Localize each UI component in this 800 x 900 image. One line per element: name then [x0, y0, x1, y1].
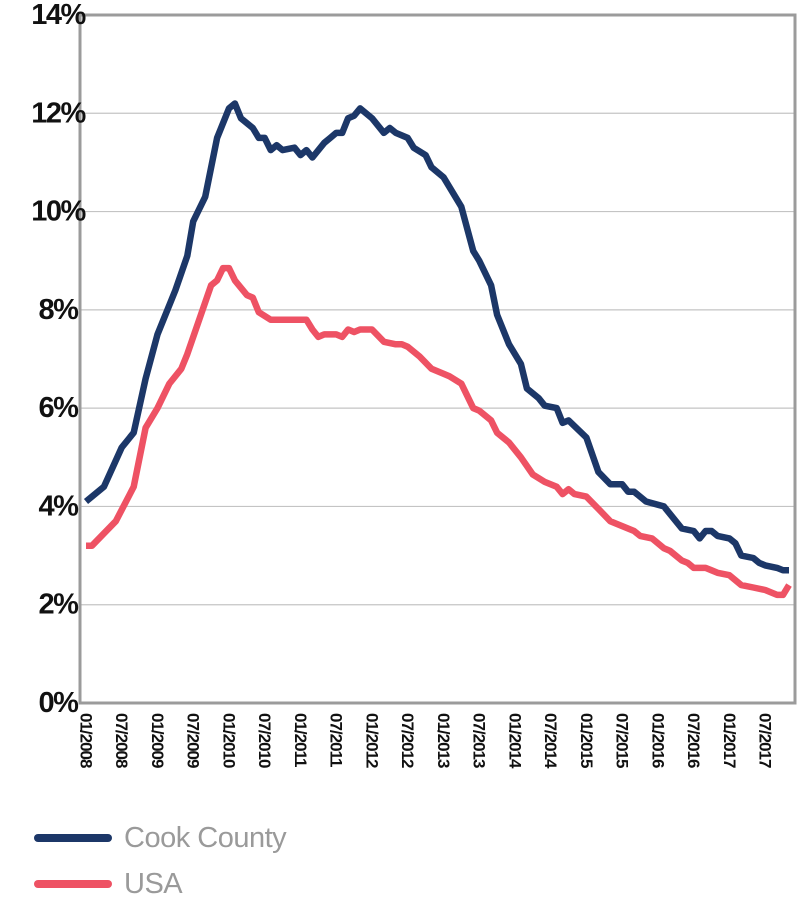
x-tick-label: 07/2011: [327, 713, 346, 767]
plot-frame: [78, 13, 797, 705]
x-tick-label: 01/2008: [77, 713, 96, 768]
x-tick-label: 07/2012: [398, 713, 417, 768]
x-tick-label: 01/2009: [148, 713, 167, 768]
data-series: [83, 100, 792, 599]
legend-label-cook-county: Cook County: [124, 822, 287, 854]
x-tick-label: 01/2015: [577, 713, 596, 768]
x-tick-label: 07/2008: [112, 713, 131, 768]
x-tick-label: 07/2013: [470, 713, 489, 768]
y-tick-label: 2%: [39, 589, 80, 621]
legend: Cook County USA: [34, 822, 288, 900]
y-tick-label: 0%: [39, 687, 80, 719]
x-tick-label: 07/2014: [541, 713, 560, 769]
x-tick-label: 07/2017: [756, 713, 775, 768]
y-axis-tick-labels: 0% 2% 4% 6% 8% 10% 12% 14%: [31, 0, 88, 719]
y-tick-label: 6%: [39, 392, 80, 424]
x-tick-label: 01/2013: [434, 713, 453, 768]
x-tick-label: 01/2014: [505, 713, 524, 769]
x-tick-label: 07/2016: [684, 713, 703, 768]
y-tick-label: 14%: [31, 0, 86, 31]
x-axis-tick-labels: 01/2008 07/2008 01/2009 07/2009 01/2010 07/20…: [77, 713, 775, 769]
x-tick-label: 01/2012: [362, 713, 381, 768]
x-tick-label: 01/2017: [720, 713, 739, 768]
x-tick-label: 07/2009: [184, 713, 203, 768]
y-tick-label: 4%: [39, 490, 80, 522]
y-tick-label: 8%: [39, 294, 80, 326]
series-line-cook-county: [83, 100, 789, 574]
y-tick-label: 10%: [31, 196, 86, 228]
x-tick-label: 07/2015: [613, 713, 632, 768]
y-tick-label: 12%: [31, 97, 86, 129]
x-tick-label: 01/2016: [648, 713, 667, 768]
x-tick-label: 01/2010: [219, 713, 238, 768]
legend-label-usa: USA: [124, 868, 183, 900]
x-tick-label: 07/2010: [255, 713, 274, 768]
x-tick-label: 01/2011: [291, 713, 310, 767]
series-line-usa: [86, 264, 792, 599]
